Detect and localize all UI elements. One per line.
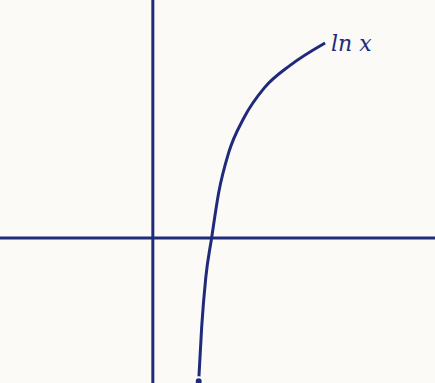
svg-text:ln x: ln x	[331, 31, 372, 56]
